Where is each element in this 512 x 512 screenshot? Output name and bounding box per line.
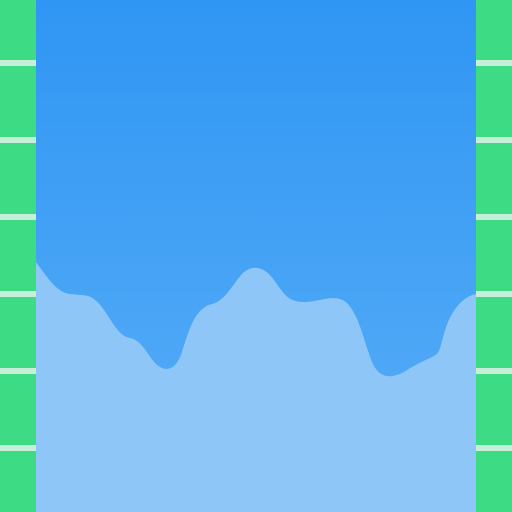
wall-stripe	[0, 214, 36, 220]
wall-stripe	[0, 60, 36, 66]
wall-stripe	[476, 214, 512, 220]
terrain-hills	[36, 262, 476, 512]
right-wall	[476, 0, 512, 512]
wall-stripe	[0, 445, 36, 451]
wall-stripe	[476, 445, 512, 451]
left-wall	[0, 0, 36, 512]
wall-stripe	[0, 291, 36, 297]
wall-stripe	[476, 60, 512, 66]
wall-stripe	[476, 291, 512, 297]
wall-stripe	[476, 368, 512, 374]
wall-stripe	[0, 137, 36, 143]
wall-stripe	[476, 137, 512, 143]
wall-stripe	[0, 368, 36, 374]
terrain-surface	[36, 262, 476, 512]
